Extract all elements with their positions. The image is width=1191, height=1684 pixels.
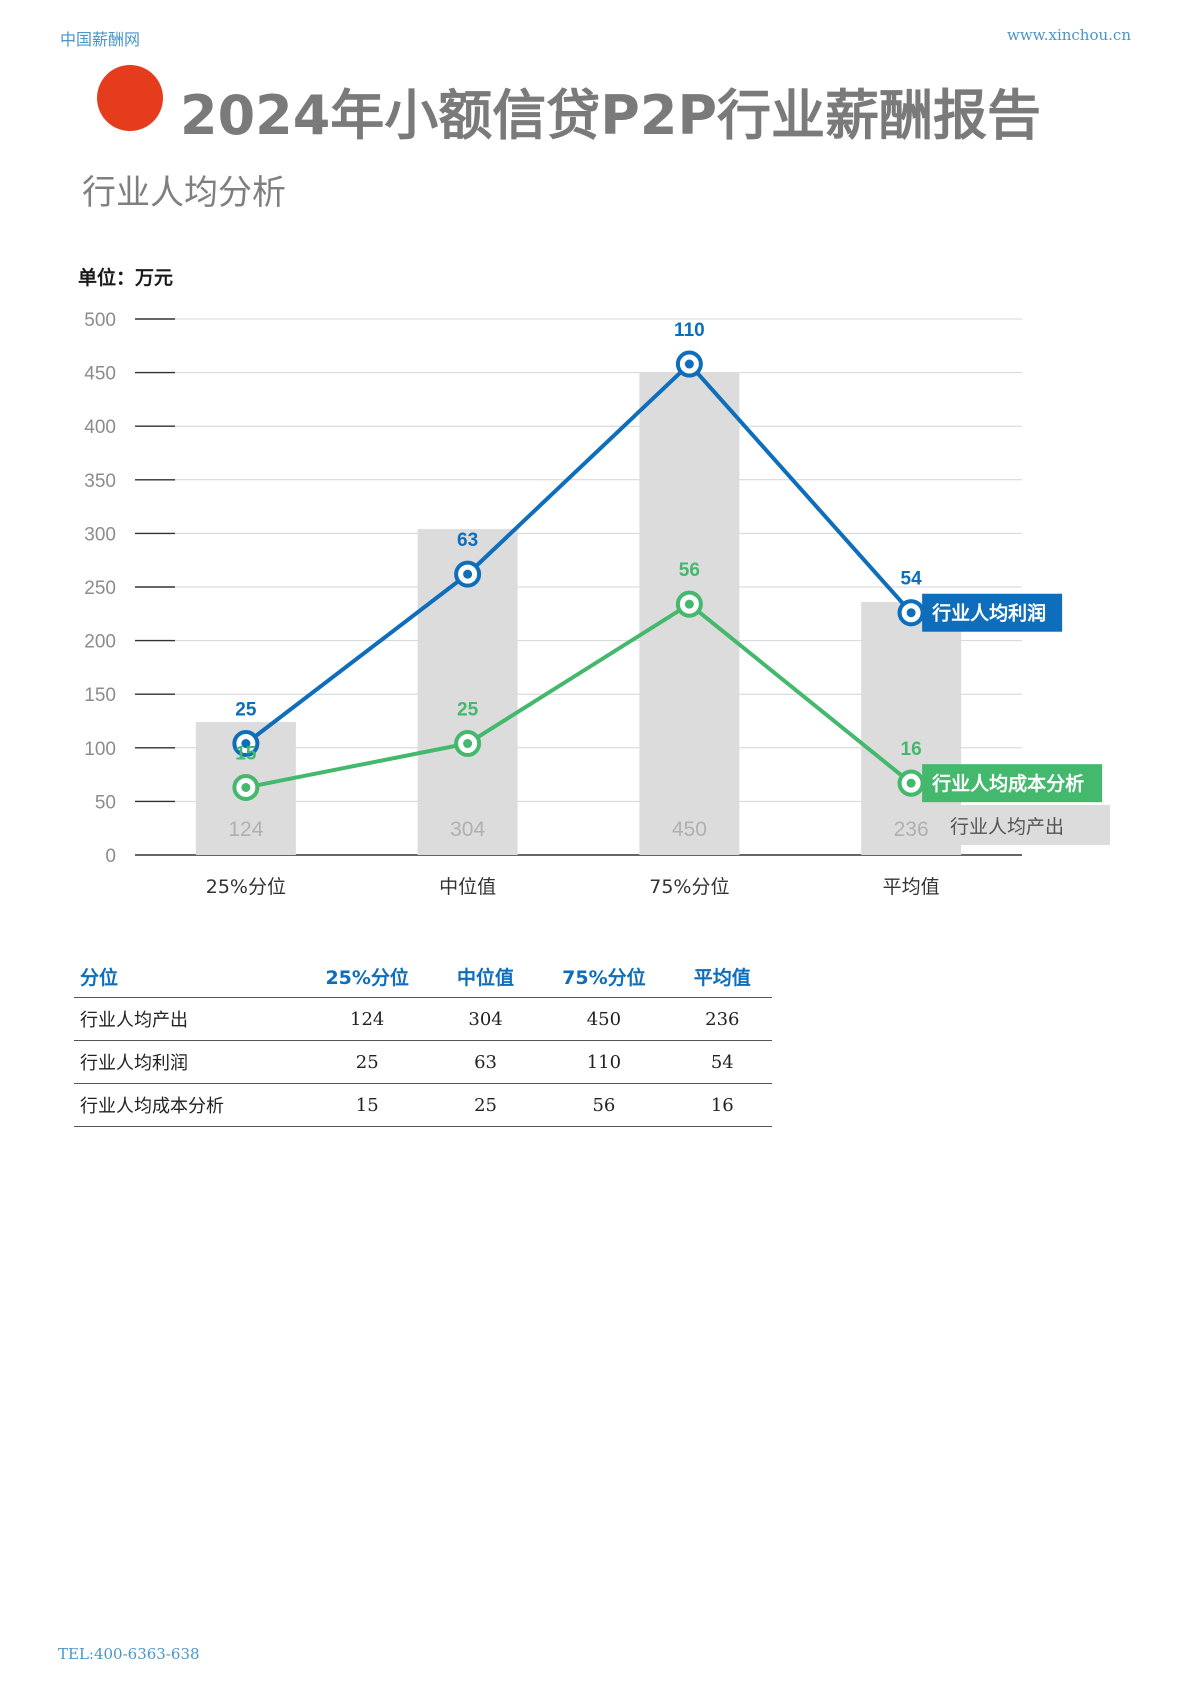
y-tick-label: 250 xyxy=(84,578,116,599)
section-subtitle: 行业人均分析 xyxy=(82,173,286,213)
legend-line-label: 行业人均成本分析 xyxy=(931,772,1084,795)
table-cell: 110 xyxy=(535,1040,673,1084)
table-cell: 25 xyxy=(298,1040,436,1084)
series-value-label: 56 xyxy=(679,560,700,581)
chart-lines xyxy=(232,350,925,801)
series-value-label: 15 xyxy=(235,743,257,764)
series-value-label: 16 xyxy=(901,739,922,760)
series-marker-dot xyxy=(684,359,694,369)
y-tick-label: 100 xyxy=(84,739,116,760)
table-header-cell: 平均值 xyxy=(672,955,772,998)
y-tick-label: 0 xyxy=(105,846,116,867)
series-marker-dot xyxy=(684,599,694,609)
series-value-label: 25 xyxy=(457,700,479,721)
y-tick-label: 300 xyxy=(84,524,116,545)
y-tick-label: 350 xyxy=(84,471,116,492)
table-header-cell: 25%分位 xyxy=(298,955,436,998)
footer-tel: TEL:400-6363-638 xyxy=(58,1645,200,1663)
industry-per-capita-chart: 0 50 100 150 200 250 300 350 400 450 500 124 304 450… xyxy=(84,310,1110,898)
chart-bars: 124 304 450 236 xyxy=(195,372,962,855)
table-cell: 304 xyxy=(435,997,536,1041)
title-red-dot xyxy=(97,65,163,131)
bar-value-label: 450 xyxy=(672,818,707,841)
series-value-label: 63 xyxy=(457,530,478,551)
table-cell: 行业人均产出 xyxy=(74,997,299,1041)
table-cell: 25 xyxy=(435,1083,536,1127)
legend-bar-tag xyxy=(940,805,1110,845)
x-category-label: 平均值 xyxy=(883,876,940,898)
table-row: 行业人均产出 124 304 450 236 xyxy=(74,997,772,1041)
table-row: 行业人均利润 25 63 110 54 xyxy=(74,1040,772,1084)
x-category-label: 中位值 xyxy=(439,876,496,898)
x-category-label: 25%分位 xyxy=(206,876,286,898)
table-cell: 行业人均利润 xyxy=(74,1040,299,1084)
table-cell: 16 xyxy=(672,1083,772,1127)
table-cell: 63 xyxy=(435,1040,536,1084)
series-marker-dot xyxy=(906,778,916,788)
series-value-label: 54 xyxy=(901,569,923,590)
site-url[interactable]: www.xinchou.cn xyxy=(1006,26,1131,44)
bar-value-label: 124 xyxy=(228,818,263,841)
series-marker-dot xyxy=(906,608,916,618)
series-marker-dot xyxy=(463,569,473,579)
table-header-cell: 中位值 xyxy=(435,955,536,998)
report-title: 2024年小额信贷P2P行业薪酬报告 xyxy=(180,84,1042,147)
table-header-cell: 分位 xyxy=(74,955,299,998)
table-row: 行业人均成本分析 15 25 56 16 xyxy=(74,1083,772,1127)
legend-bar-label: 行业人均产出 xyxy=(950,816,1064,838)
chart-labels: 25%分位 中位值 75%分位 平均值15255616256311054行业人均产出行… xyxy=(206,320,1110,898)
data-table: 分位 25%分位 中位值 75%分位 平均值 行业人均产出 124 304 45… xyxy=(74,955,772,1127)
series-marker-dot xyxy=(241,739,251,749)
series-marker-dot xyxy=(463,739,473,749)
table-cell: 236 xyxy=(672,997,772,1041)
table-header-row: 分位 25%分位 中位值 75%分位 平均值 xyxy=(74,955,772,998)
legend-line-label: 行业人均利润 xyxy=(931,602,1046,625)
bar-value-label: 236 xyxy=(894,818,929,841)
site-name: 中国薪酬网 xyxy=(60,30,141,49)
y-tick-label: 500 xyxy=(84,310,116,331)
unit-label: 单位：万元 xyxy=(78,267,174,289)
bar-value-label: 304 xyxy=(450,818,485,841)
table-cell: 450 xyxy=(535,997,673,1041)
y-tick-label: 400 xyxy=(84,417,116,438)
table-cell: 行业人均成本分析 xyxy=(74,1083,299,1127)
table-cell: 15 xyxy=(298,1083,436,1127)
table-cell: 54 xyxy=(672,1040,772,1084)
legend-line-tag xyxy=(922,593,1063,632)
series-value-label: 110 xyxy=(674,320,705,341)
y-tick-label: 150 xyxy=(84,685,116,706)
x-category-label: 75%分位 xyxy=(649,876,729,898)
y-tick-label: 200 xyxy=(84,632,116,653)
series-value-label: 25 xyxy=(235,700,257,721)
series-line xyxy=(244,362,913,746)
series-line xyxy=(245,602,913,790)
series-marker-dot xyxy=(241,782,251,792)
table-header-cell: 75%分位 xyxy=(535,955,673,998)
y-tick-label: 450 xyxy=(84,364,116,385)
legend-line-tag xyxy=(922,764,1103,803)
table-cell: 124 xyxy=(298,997,436,1041)
y-tick-label: 50 xyxy=(95,792,116,813)
table-cell: 56 xyxy=(535,1083,673,1127)
